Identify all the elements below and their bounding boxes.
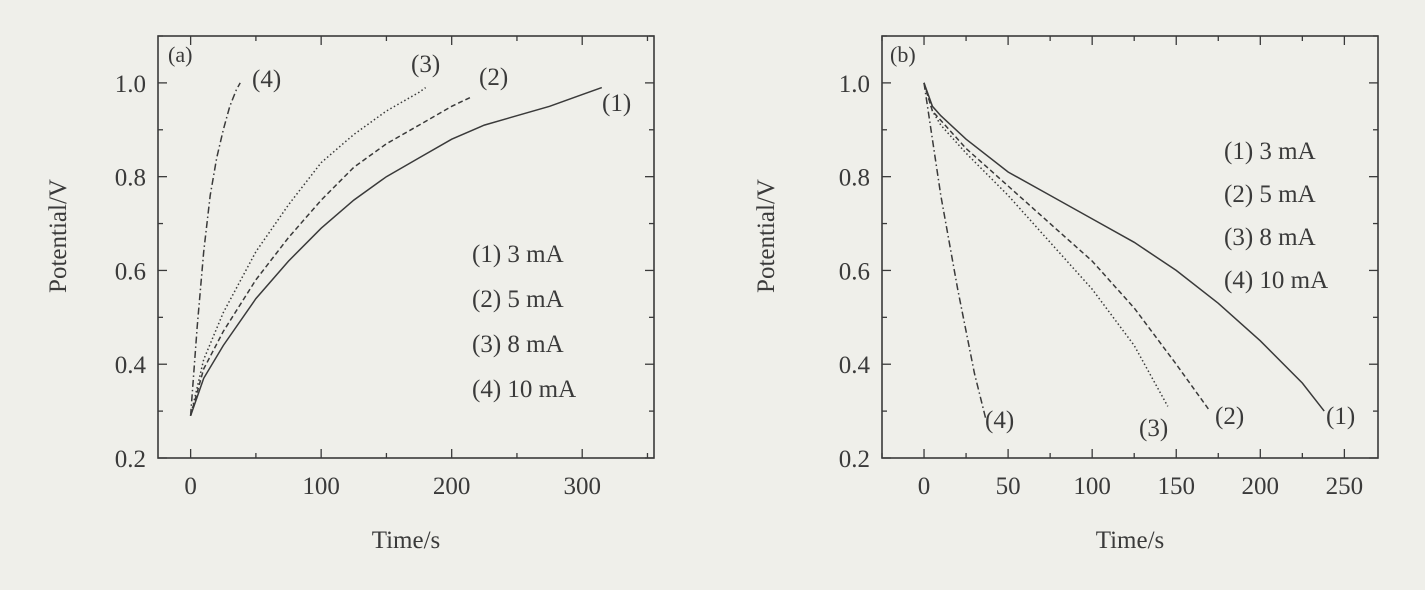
- legend-entry-a-4: (4) 10 mA: [472, 376, 576, 403]
- x-tick-label: 200: [433, 473, 471, 500]
- legend-b: (1) 3 mA (2) 5 mA (3) 8 mA (4) 10 mA: [1224, 138, 1328, 294]
- curve-label-1: (1): [602, 90, 631, 117]
- y-tick-label: 0.2: [839, 446, 870, 473]
- y-tick-label: 1.0: [115, 71, 146, 98]
- axis-ticks-a: [158, 35, 654, 459]
- x-tick-label: 200: [1242, 473, 1280, 500]
- series-line-2: [923, 82, 1211, 412]
- y-tick-label: 0.8: [839, 165, 870, 192]
- legend-a: (1) 3 mA (2) 5 mA (3) 8 mA (4) 10 mA: [472, 241, 576, 403]
- y-tick-label: 0.4: [115, 352, 147, 379]
- series-group-a: [189, 82, 603, 417]
- chart-panel-a: 0 100 200 300 0.2 0.4 0.6 0.8 1.0 (1) (2) (3) (4) (…: [45, 35, 655, 554]
- y-axis-label-b: Potential/V: [753, 179, 780, 293]
- tick-labels-a: 0 100 200 300 0.2 0.4 0.6 0.8 1.0: [115, 71, 601, 500]
- plot-frame-a: [157, 35, 655, 459]
- series-line-1: [189, 86, 603, 417]
- curve-label-1: (1): [1326, 403, 1355, 430]
- plot-frame-b: [881, 35, 1379, 459]
- curve-label-2: (2): [1215, 403, 1244, 430]
- x-axis-label-b: Time/s: [1096, 527, 1165, 554]
- y-axis-label-a: Potential/V: [45, 179, 72, 293]
- tick-labels-b: 0 50 100 150 200 250 0.2 0.4 0.6 0.8 1.0: [839, 71, 1363, 500]
- curve-label-4: (4): [252, 66, 281, 93]
- curve-label-2: (2): [479, 64, 508, 91]
- y-tick-label: 0.4: [839, 352, 871, 379]
- x-tick-label: 300: [563, 473, 601, 500]
- curve-label-3: (3): [411, 51, 440, 78]
- series-line-2: [189, 96, 472, 417]
- legend-entry-b-3: (3) 8 mA: [1224, 224, 1316, 251]
- x-tick-label: 0: [918, 473, 931, 500]
- y-tick-label: 0.8: [115, 165, 146, 192]
- chart-panel-b: 0 50 100 150 200 250 0.2 0.4 0.6 0.8 1.0 (1) (2) (3)…: [753, 35, 1379, 554]
- curve-labels-b: (1) (2) (3) (4): [985, 403, 1355, 442]
- x-tick-label: 100: [1073, 473, 1111, 500]
- x-axis-label-a: Time/s: [372, 527, 441, 554]
- y-tick-label: 0.6: [839, 258, 870, 285]
- legend-entry-b-4: (4) 10 mA: [1224, 267, 1328, 294]
- x-tick-label: 100: [302, 473, 340, 500]
- x-tick-label: 0: [184, 473, 197, 500]
- x-tick-label: 250: [1326, 473, 1364, 500]
- x-tick-label: 150: [1157, 473, 1195, 500]
- curve-labels-a: (1) (2) (3) (4): [252, 51, 631, 117]
- legend-entry-a-2: (2) 5 mA: [472, 286, 564, 313]
- y-tick-label: 1.0: [839, 71, 870, 98]
- axis-ticks-b: [881, 35, 1378, 459]
- panel-label-b: (b): [890, 42, 916, 67]
- legend-entry-a-3: (3) 8 mA: [472, 331, 564, 358]
- legend-entry-b-1: (1) 3 mA: [1224, 138, 1316, 165]
- legend-entry-b-2: (2) 5 mA: [1224, 181, 1316, 208]
- y-tick-label: 0.6: [115, 258, 146, 285]
- curve-label-3: (3): [1139, 415, 1168, 442]
- series-group-b: [923, 82, 1325, 421]
- series-line-4: [189, 82, 241, 416]
- legend-entry-a-1: (1) 3 mA: [472, 241, 564, 268]
- x-tick-label: 50: [996, 473, 1021, 500]
- series-line-1: [923, 82, 1325, 412]
- series-line-4: [923, 82, 987, 421]
- y-tick-label: 0.2: [115, 446, 146, 473]
- panel-label-a: (a): [168, 42, 192, 67]
- curve-label-4: (4): [985, 407, 1014, 434]
